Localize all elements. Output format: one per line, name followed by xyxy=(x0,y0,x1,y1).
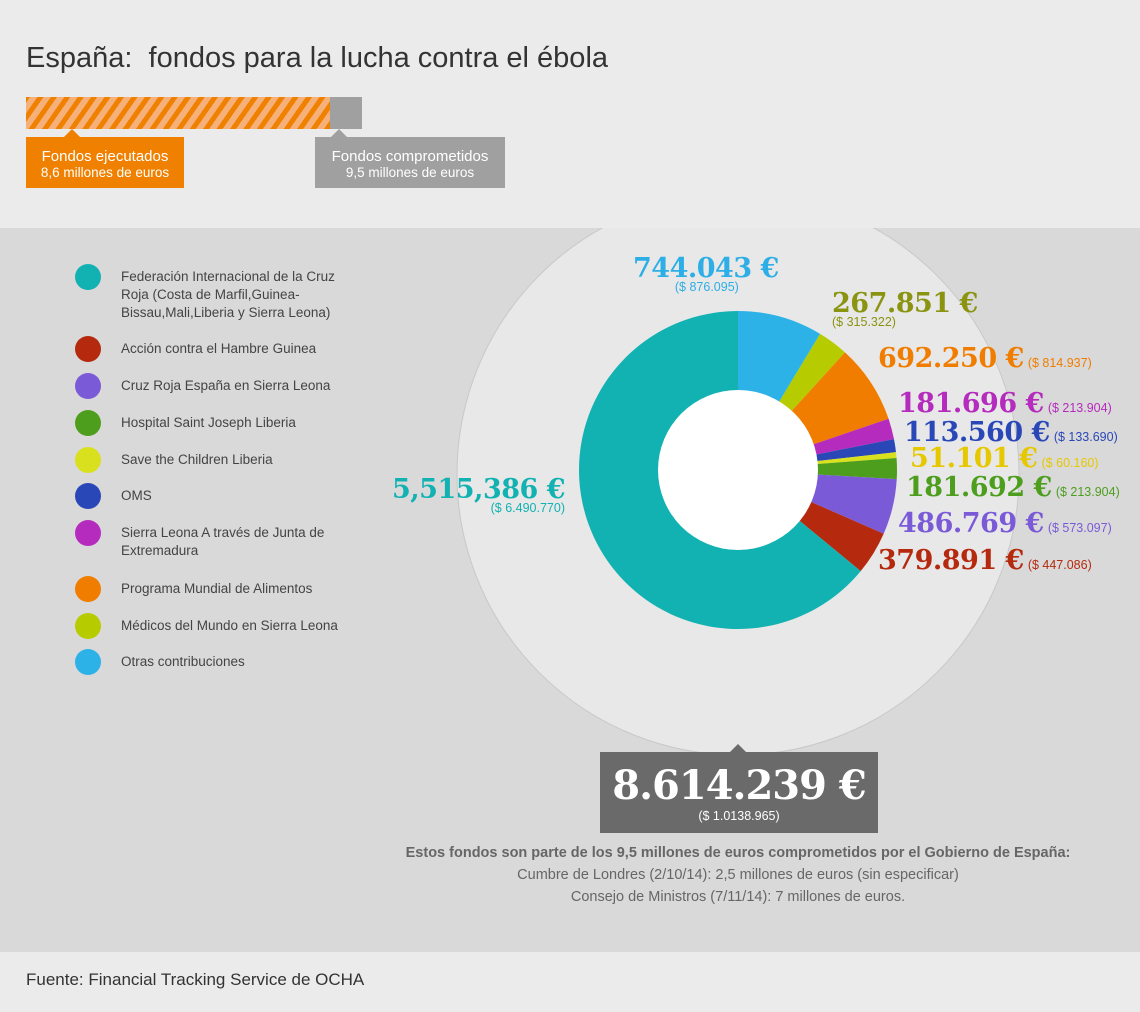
legend-label: Sierra Leona A través de Junta de Extrem… xyxy=(121,525,325,558)
legend-item: Federación Internacional de la Cruz Roja… xyxy=(75,264,365,322)
funding-progress-bar xyxy=(26,97,362,129)
legend-color-dot xyxy=(75,373,101,399)
donut-hole xyxy=(658,390,818,550)
legend-item: Médicos del Mundo en Sierra Leona xyxy=(75,613,365,639)
value-label-eur: 113.560 € xyxy=(904,417,1050,448)
value-label: 5,515,386 € ($ 6.490.770) xyxy=(392,474,566,515)
legend-item: Cruz Roja España en Sierra Leona xyxy=(75,373,365,399)
value-label-eur: 5,515,386 € xyxy=(392,474,566,505)
legend-color-dot xyxy=(75,576,101,602)
value-label-usd: ($ 6.490.770) xyxy=(490,501,565,515)
value-label: 51.101 € ($ 60.160) xyxy=(910,443,1099,474)
legend-label: OMS xyxy=(121,488,152,503)
legend-color-dot xyxy=(75,483,101,509)
committed-funds-callout: Fondos comprometidos 9,5 millones de eur… xyxy=(315,129,505,188)
legend-label: Hospital Saint Joseph Liberia xyxy=(121,415,296,430)
value-label: 181.692 € ($ 213.904) xyxy=(906,472,1120,503)
notes-line-1: Cumbre de Londres (2/10/14): 2,5 millone… xyxy=(517,867,959,883)
legend-color-dot xyxy=(75,410,101,436)
value-label-usd: ($ 447.086) xyxy=(1027,558,1092,572)
legend-color-dot xyxy=(75,613,101,639)
legend-label: Federación Internacional de la Cruz Roja… xyxy=(121,269,335,320)
legend-color-dot xyxy=(75,264,101,290)
legend-item: Programa Mundial de Alimentos xyxy=(75,576,365,602)
value-label-usd: ($ 814.937) xyxy=(1027,356,1092,370)
value-label-usd: ($ 213.904) xyxy=(1055,485,1120,499)
legend-item: Sierra Leona A través de Junta de Extrem… xyxy=(75,520,365,560)
legend-item: Hospital Saint Joseph Liberia xyxy=(75,410,365,436)
legend-label: Cruz Roja España en Sierra Leona xyxy=(121,378,331,393)
value-label-usd: ($ 213.904) xyxy=(1047,401,1112,415)
notes-heading: Estos fondos son parte de los 9,5 millon… xyxy=(405,845,1071,861)
value-label-eur: 744.043 € xyxy=(633,253,779,284)
source-footer: Fuente: Financial Tracking Service de OC… xyxy=(26,970,365,989)
value-label-eur: 486.769 € xyxy=(898,508,1044,539)
total-eur: 8.614.239 € xyxy=(612,762,866,809)
legend-label: Médicos del Mundo en Sierra Leona xyxy=(121,618,338,633)
value-label-eur: 51.101 € xyxy=(910,443,1038,474)
page-title: España: fondos para la lucha contra el é… xyxy=(26,42,609,74)
donut-chart xyxy=(456,228,1020,756)
legend-label: Save the Children Liberia xyxy=(121,452,273,467)
value-label: 267.851 € ($ 315.322) xyxy=(832,288,978,329)
legend-item: Otras contribuciones xyxy=(75,649,365,675)
value-label-usd: ($ 60.160) xyxy=(1041,456,1099,470)
value-label: 692.250 € ($ 814.937) xyxy=(878,343,1092,374)
legend-label: Acción contra el Hambre Guinea xyxy=(121,341,317,356)
executed-value: 8,6 millones de euros xyxy=(40,165,170,180)
total-box: 8.614.239 € ($ 1.0138.965) xyxy=(600,744,878,833)
legend-label: Otras contribuciones xyxy=(121,654,245,669)
value-label: 181.696 € ($ 213.904) xyxy=(898,388,1112,419)
value-label-usd: ($ 133.690) xyxy=(1053,430,1118,444)
value-label-eur: 181.696 € xyxy=(898,388,1044,419)
executed-funds-fill xyxy=(26,97,331,129)
legend-color-dot xyxy=(75,336,101,362)
executed-label: Fondos ejecutados xyxy=(41,148,169,165)
value-label-eur: 267.851 € xyxy=(832,288,978,319)
value-label-eur: 181.692 € xyxy=(906,472,1052,503)
value-label-usd: ($ 573.097) xyxy=(1047,521,1112,535)
executed-funds-callout: Fondos ejecutados 8,6 millones de euros xyxy=(26,129,184,188)
value-label-usd: ($ 876.095) xyxy=(674,280,739,294)
chart-panel: Federación Internacional de la Cruz Roja… xyxy=(0,228,1140,952)
legend-color-dot xyxy=(75,447,101,473)
total-usd: ($ 1.0138.965) xyxy=(698,809,780,823)
value-label: 379.891 € ($ 447.086) xyxy=(878,545,1092,576)
committed-label: Fondos comprometidos xyxy=(331,148,489,165)
notes-line-2: Consejo de Ministros (7/11/14): 7 millon… xyxy=(570,889,906,905)
value-label: 113.560 € ($ 133.690) xyxy=(904,417,1118,448)
legend-label: Programa Mundial de Alimentos xyxy=(121,581,313,596)
value-label-usd: ($ 315.322) xyxy=(832,315,896,329)
value-label: 744.043 € ($ 876.095) xyxy=(633,253,779,294)
value-label-eur: 692.250 € xyxy=(878,343,1024,374)
value-label-eur: 379.891 € xyxy=(878,545,1024,576)
legend-item: Acción contra el Hambre Guinea xyxy=(75,336,365,362)
legend-item: OMS xyxy=(75,483,365,509)
legend-color-dot xyxy=(75,520,101,546)
legend-item: Save the Children Liberia xyxy=(75,447,365,473)
legend-color-dot xyxy=(75,649,101,675)
value-label: 486.769 € ($ 573.097) xyxy=(898,508,1112,539)
committed-value: 9,5 millones de euros xyxy=(345,165,475,180)
